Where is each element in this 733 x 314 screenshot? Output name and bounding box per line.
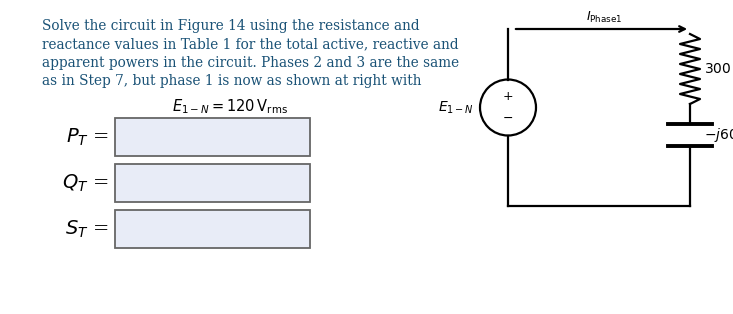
Text: −: −: [503, 112, 513, 125]
Text: as in Step 7, but phase 1 is now as shown at right with: as in Step 7, but phase 1 is now as show…: [42, 74, 421, 89]
Text: $300\,\Omega$: $300\,\Omega$: [704, 62, 733, 76]
Bar: [115, 164, 310, 202]
Text: $-j600\,\Omega$: $-j600\,\Omega$: [704, 126, 733, 144]
Text: $E_{1-N}$: $E_{1-N}$: [438, 99, 474, 116]
Text: $Q_T$ =: $Q_T$ =: [62, 172, 109, 194]
Text: apparent powers in the circuit. Phases 2 and 3 are the same: apparent powers in the circuit. Phases 2…: [42, 56, 459, 70]
Text: reactance values in Table 1 for the total active, reactive and: reactance values in Table 1 for the tota…: [42, 37, 459, 51]
Text: $I_{\rm Phase1}$: $I_{\rm Phase1}$: [586, 10, 622, 25]
Text: +: +: [503, 90, 513, 103]
Text: Solve the circuit in Figure 14 using the resistance and: Solve the circuit in Figure 14 using the…: [42, 19, 419, 33]
Text: $S_T$ =: $S_T$ =: [65, 218, 109, 240]
Text: $P_T$ =: $P_T$ =: [66, 126, 109, 148]
Text: $E_{1-N} = 120\,\mathrm{V_{rms}}$: $E_{1-N} = 120\,\mathrm{V_{rms}}$: [172, 97, 288, 116]
Bar: [115, 210, 310, 248]
Bar: [115, 118, 310, 156]
